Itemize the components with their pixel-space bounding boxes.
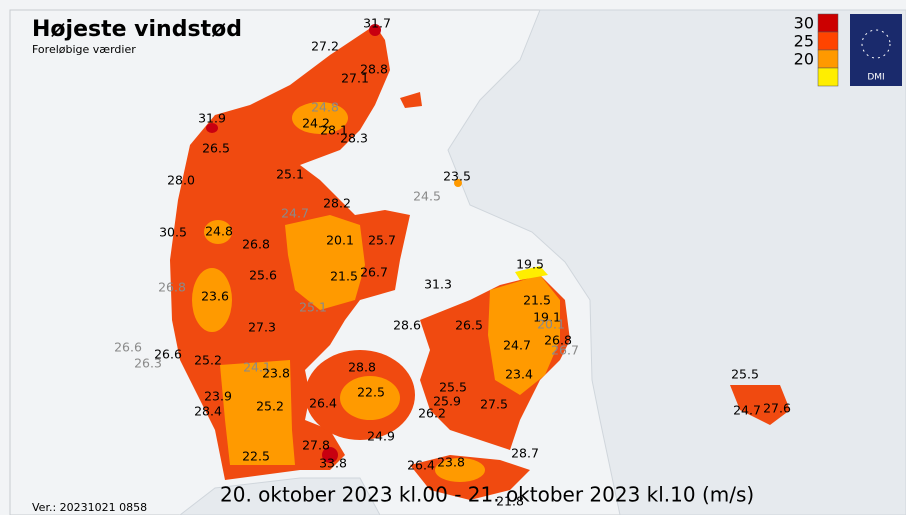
station-value: 26.8 bbox=[242, 237, 270, 252]
station-value: 21.5 bbox=[523, 293, 551, 308]
station-value: 19.5 bbox=[516, 257, 544, 272]
station-value: 26.5 bbox=[202, 141, 230, 156]
station-value: 24.5 bbox=[413, 189, 441, 204]
legend-swatch bbox=[818, 32, 838, 50]
station-value: 26.6 bbox=[114, 340, 142, 355]
station-value: 26.2 bbox=[418, 406, 446, 421]
station-value: 23.8 bbox=[262, 366, 290, 381]
station-value: 27.3 bbox=[248, 320, 276, 335]
station-value: 24.7 bbox=[503, 338, 531, 353]
station-value: 25.5 bbox=[439, 380, 467, 395]
station-value: 25.1 bbox=[276, 167, 304, 182]
station-value: 22.5 bbox=[357, 385, 385, 400]
title: Højeste vindstød bbox=[32, 17, 242, 42]
station-value: 23.5 bbox=[443, 169, 471, 184]
period: 20. oktober 2023 kl.00 - 21. oktober 202… bbox=[220, 483, 754, 507]
station-value: 25.2 bbox=[194, 353, 222, 368]
station-value: 26.7 bbox=[551, 343, 579, 358]
logo-text: DMI bbox=[867, 73, 884, 83]
station-value: 30.5 bbox=[159, 225, 187, 240]
station-value: 23.4 bbox=[505, 367, 533, 382]
station-value: 25.7 bbox=[368, 233, 396, 248]
station-value: 23.9 bbox=[204, 389, 232, 404]
station-value: 26.4 bbox=[309, 396, 337, 411]
station-value: 26.6 bbox=[154, 347, 182, 362]
station-value: 28.3 bbox=[340, 131, 368, 146]
subtitle: Foreløbige værdier bbox=[32, 43, 136, 56]
station-value: 33.8 bbox=[319, 456, 347, 471]
station-value: 26.4 bbox=[407, 458, 435, 473]
station-value: 27.1 bbox=[341, 71, 369, 86]
station-value: 26.7 bbox=[360, 265, 388, 280]
station-value: 28.8 bbox=[348, 360, 376, 375]
station-value: 25.1 bbox=[299, 300, 327, 315]
station-value: 24.7 bbox=[733, 403, 761, 418]
station-value: 24.8 bbox=[311, 100, 339, 115]
station-value: 28.4 bbox=[194, 404, 222, 419]
legend-swatch bbox=[818, 50, 838, 68]
station-value: 25.2 bbox=[256, 399, 284, 414]
station-value: 22.5 bbox=[242, 449, 270, 464]
station-value: 20.1 bbox=[326, 233, 354, 248]
station-value: 27.6 bbox=[763, 401, 791, 416]
station-value: 28.7 bbox=[511, 446, 539, 461]
station-value: 20.1 bbox=[537, 317, 565, 332]
station-value: 27.2 bbox=[311, 39, 339, 54]
legend-swatch bbox=[818, 68, 838, 86]
legend-label: 25 bbox=[794, 32, 814, 51]
station-value: 27.5 bbox=[480, 397, 508, 412]
legend-label: 30 bbox=[794, 14, 814, 33]
station-value: 24.7 bbox=[281, 206, 309, 221]
station-value: 24.9 bbox=[367, 429, 395, 444]
station-value: 27.8 bbox=[302, 438, 330, 453]
station-value: 31.9 bbox=[198, 111, 226, 126]
station-value: 21.5 bbox=[330, 269, 358, 284]
station-value: 25.6 bbox=[249, 268, 277, 283]
station-value: 31.3 bbox=[424, 277, 452, 292]
version: Ver.: 20231021 0858 bbox=[32, 501, 147, 514]
station-value: 25.5 bbox=[731, 367, 759, 382]
station-value: 23.8 bbox=[437, 455, 465, 470]
station-value: 24.8 bbox=[205, 224, 233, 239]
station-value: 31.7 bbox=[363, 16, 391, 31]
station-value: 28.2 bbox=[323, 196, 351, 211]
station-value: 28.0 bbox=[167, 173, 195, 188]
legend-swatch bbox=[818, 14, 838, 32]
station-value: 23.6 bbox=[201, 289, 229, 304]
legend-label: 20 bbox=[794, 50, 814, 69]
station-value: 26.5 bbox=[455, 318, 483, 333]
station-value: 26.8 bbox=[158, 280, 186, 295]
station-value: 28.6 bbox=[393, 318, 421, 333]
map: Højeste vindstød Foreløbige værdier 3025… bbox=[0, 0, 906, 515]
